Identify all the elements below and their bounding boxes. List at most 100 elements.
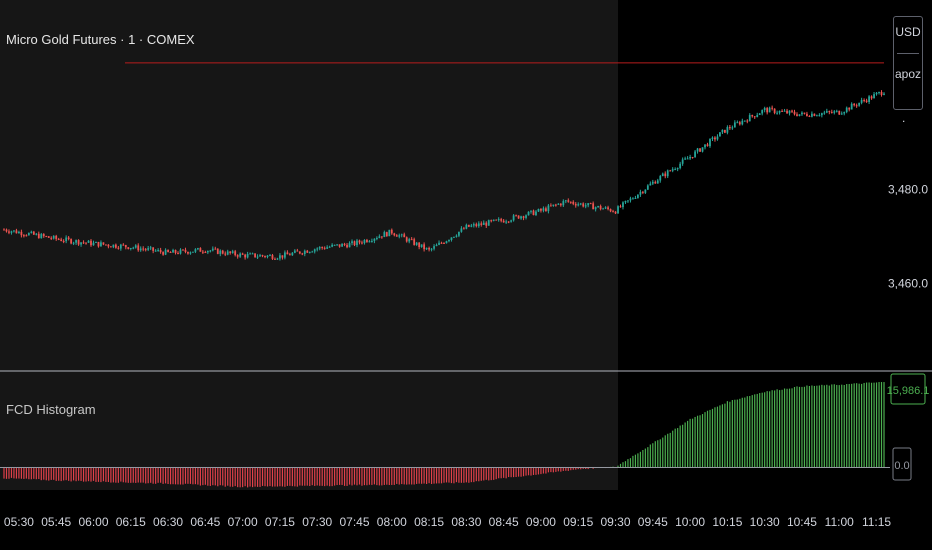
candle-body bbox=[40, 234, 43, 239]
candle-body bbox=[3, 229, 5, 231]
candle-body bbox=[873, 94, 875, 99]
candle-body bbox=[343, 243, 346, 245]
candle-body bbox=[567, 200, 570, 202]
candle-body bbox=[271, 255, 274, 259]
candle-body bbox=[196, 248, 199, 250]
candle-body bbox=[532, 210, 535, 216]
candle-body bbox=[211, 248, 214, 251]
candle-body bbox=[883, 93, 885, 95]
candle-body bbox=[490, 220, 493, 222]
candle-body bbox=[229, 251, 232, 253]
candle-body bbox=[694, 151, 696, 158]
currency-button[interactable]: USD bbox=[895, 25, 921, 39]
candle-body bbox=[878, 91, 880, 93]
candle-body bbox=[338, 244, 341, 247]
candle-body bbox=[127, 247, 130, 250]
candle-body bbox=[719, 132, 721, 137]
candle-body bbox=[848, 107, 851, 110]
candles-group bbox=[3, 90, 885, 261]
candle-body bbox=[676, 168, 679, 170]
candle-body bbox=[537, 208, 540, 212]
candle-body bbox=[139, 248, 142, 251]
candle-body bbox=[602, 208, 604, 210]
candle-body bbox=[368, 241, 371, 243]
candle-body bbox=[778, 110, 781, 113]
candle-body bbox=[336, 244, 339, 246]
candle-body bbox=[244, 254, 247, 258]
candle-body bbox=[157, 249, 160, 251]
candle-body bbox=[266, 255, 269, 257]
candle-body bbox=[85, 242, 87, 244]
candle-body bbox=[855, 105, 858, 107]
candle-body bbox=[691, 156, 694, 158]
candle-body bbox=[557, 203, 560, 205]
candle-body bbox=[860, 100, 863, 103]
candle-body bbox=[219, 250, 222, 254]
candle-body bbox=[579, 203, 582, 205]
candle-body bbox=[622, 202, 624, 208]
candle-body bbox=[221, 250, 224, 254]
candle-body bbox=[241, 253, 244, 255]
candle-body bbox=[587, 203, 590, 206]
candle-body bbox=[669, 170, 672, 172]
candle-body bbox=[542, 208, 545, 211]
candle-body bbox=[291, 252, 294, 256]
candle-body bbox=[505, 221, 508, 223]
candle-body bbox=[818, 115, 821, 117]
account-button[interactable]: apoz bbox=[894, 67, 922, 81]
candle-body bbox=[346, 244, 348, 248]
candle-body bbox=[162, 252, 164, 255]
candle-body bbox=[107, 244, 110, 247]
candle-body bbox=[331, 244, 334, 247]
candle-body bbox=[858, 102, 861, 106]
candle-body bbox=[380, 236, 383, 238]
candle-body bbox=[562, 201, 565, 206]
candle-body bbox=[450, 237, 453, 240]
candle-body bbox=[167, 249, 169, 252]
candle-body bbox=[803, 112, 806, 114]
candle-body bbox=[569, 201, 572, 203]
candle-body bbox=[609, 209, 612, 212]
time-tick-label: 08:15 bbox=[414, 515, 444, 529]
candle-body bbox=[627, 200, 629, 202]
candle-body bbox=[492, 219, 495, 221]
time-tick-label: 08:30 bbox=[451, 515, 481, 529]
candle-body bbox=[679, 163, 682, 169]
candle-body bbox=[112, 244, 115, 248]
currency-unit-selector[interactable]: USD apoz bbox=[893, 16, 923, 110]
candle-body bbox=[423, 244, 426, 250]
candle-body bbox=[823, 112, 826, 114]
histogram-group bbox=[3, 382, 885, 488]
candle-body bbox=[87, 240, 90, 243]
candle-body bbox=[32, 231, 35, 235]
time-tick-label: 09:45 bbox=[638, 515, 668, 529]
candle-body bbox=[276, 258, 279, 260]
candle-body bbox=[311, 251, 314, 253]
candle-body bbox=[597, 206, 600, 208]
time-tick-label: 05:30 bbox=[4, 515, 34, 529]
candle-body bbox=[577, 204, 580, 206]
candle-body bbox=[57, 238, 60, 240]
candle-body bbox=[192, 251, 194, 253]
candle-body bbox=[783, 110, 786, 112]
candle-body bbox=[30, 231, 33, 234]
candle-body bbox=[726, 127, 729, 133]
candle-body bbox=[880, 91, 883, 95]
candle-body bbox=[811, 113, 813, 117]
time-tick-label: 11:15 bbox=[862, 515, 891, 529]
candle-body bbox=[820, 113, 823, 116]
candle-body bbox=[201, 251, 204, 253]
candle-body bbox=[65, 237, 68, 242]
candle-body bbox=[72, 242, 75, 244]
candle-body bbox=[5, 229, 8, 232]
candle-body bbox=[209, 250, 212, 252]
candle-body bbox=[45, 236, 48, 238]
candle-body bbox=[773, 108, 776, 114]
candle-body bbox=[129, 247, 132, 250]
candle-body bbox=[771, 107, 774, 109]
candle-body bbox=[239, 253, 242, 257]
candle-body bbox=[132, 247, 135, 249]
candle-body bbox=[119, 244, 122, 249]
candle-body bbox=[361, 242, 363, 244]
